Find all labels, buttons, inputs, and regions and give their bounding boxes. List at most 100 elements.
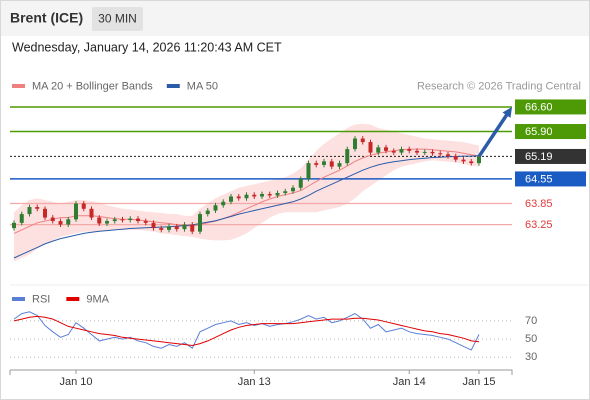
candle-body <box>260 194 264 197</box>
legend-swatch <box>12 297 25 301</box>
candle-body <box>50 217 55 222</box>
candle-body <box>43 208 47 218</box>
candle-body <box>430 151 435 154</box>
candle-body <box>399 149 404 153</box>
candle-body <box>97 217 102 224</box>
candle-body <box>128 218 133 221</box>
x-tick-label: Jan 14 <box>393 376 426 388</box>
candle-body <box>469 161 474 164</box>
candle-body <box>329 161 334 167</box>
candle-body <box>174 226 179 230</box>
legend-swatch <box>166 84 180 88</box>
legend-swatch <box>66 297 80 301</box>
candle-body <box>244 194 249 199</box>
candle-body <box>27 207 32 215</box>
candle-body <box>221 201 226 206</box>
candle-body <box>345 149 350 164</box>
candle-body <box>446 154 450 157</box>
candle-body <box>89 208 94 218</box>
level-label: 65.90 <box>525 126 553 138</box>
datetime: Wednesday, January 14, 2026 11:20:43 AM … <box>12 40 282 54</box>
candle-body <box>198 214 202 232</box>
candle-body <box>353 138 357 150</box>
candle-body <box>283 191 288 193</box>
candle-body <box>182 224 187 230</box>
candle-body <box>19 214 24 223</box>
candle-body <box>151 222 156 229</box>
x-tick-label: Jan 15 <box>462 376 495 388</box>
level-label: 63.85 <box>525 198 553 210</box>
candle-body <box>112 219 117 222</box>
candle-body <box>360 138 365 143</box>
candle-body <box>136 218 140 222</box>
level-box <box>515 148 586 164</box>
candle-body <box>376 147 381 153</box>
timeframe-badge[interactable] <box>92 7 143 31</box>
candle-body <box>415 150 419 153</box>
candle-body <box>322 161 326 165</box>
candle-body <box>267 194 272 196</box>
candle-body <box>159 228 164 230</box>
candle-body <box>81 203 86 209</box>
legend-swatch <box>12 84 25 88</box>
timeframe[interactable]: 30 MIN <box>98 12 137 26</box>
candle-body <box>213 205 218 211</box>
legend-label: 9MA <box>86 293 109 305</box>
level-box <box>515 99 586 115</box>
legend-label: MA 50 <box>187 80 218 92</box>
symbol: Brent (ICE) <box>10 10 83 26</box>
x-tick-label: Jan 10 <box>59 376 92 388</box>
candle-body <box>252 194 257 197</box>
candle-body <box>298 178 303 188</box>
candle-body <box>461 159 466 162</box>
time-axis <box>9 369 513 375</box>
legend-label: RSI <box>32 293 50 305</box>
level-label: 65.19 <box>525 151 553 163</box>
candle-body <box>453 156 458 160</box>
candle-body <box>368 142 373 153</box>
indicator-line <box>13 315 480 347</box>
level-label: 63.25 <box>525 219 553 231</box>
candle-body <box>236 196 241 199</box>
candle-body <box>167 226 171 230</box>
level-box <box>515 124 586 140</box>
candle-body <box>438 153 443 155</box>
candle-body <box>35 207 40 209</box>
candle-body <box>306 163 311 179</box>
source: Research © 2026 Trading Central <box>417 80 581 92</box>
y-tick-label: 70 <box>525 315 537 327</box>
level-box <box>515 171 586 187</box>
forecast-arrow-head <box>502 106 512 118</box>
candle-body <box>120 219 125 221</box>
candle-body <box>74 203 78 220</box>
candle-body <box>12 222 16 229</box>
candle-body <box>477 156 481 164</box>
candle-body <box>384 147 388 151</box>
moving-average <box>13 155 480 259</box>
candle-body <box>391 150 396 153</box>
candle-body <box>407 149 412 151</box>
candle-body <box>291 187 295 192</box>
x-tick-label: Jan 13 <box>238 376 271 388</box>
candle-body <box>58 221 63 225</box>
candle-body <box>229 196 233 202</box>
header-bar <box>1 1 589 36</box>
candle-body <box>205 210 210 215</box>
candle-body <box>314 163 319 165</box>
candle-body <box>143 221 148 223</box>
chart: MA 20 + Bollinger Bands MA 50 Research © 2… <box>9 80 588 388</box>
candle-body <box>275 192 280 196</box>
candle-body <box>337 163 342 167</box>
level-label: 66.60 <box>525 101 553 113</box>
candle-body <box>422 151 427 153</box>
level-label: 64.55 <box>525 173 553 185</box>
candle-body <box>190 224 195 232</box>
legend-label: MA 20 + Bollinger Bands <box>32 80 153 92</box>
forecast-arrow <box>477 113 509 158</box>
candle-body <box>105 221 109 224</box>
indicator-line <box>13 311 480 351</box>
y-tick-label: 50 <box>525 333 537 345</box>
y-tick-label: 30 <box>525 351 537 363</box>
candle-body <box>66 219 71 225</box>
